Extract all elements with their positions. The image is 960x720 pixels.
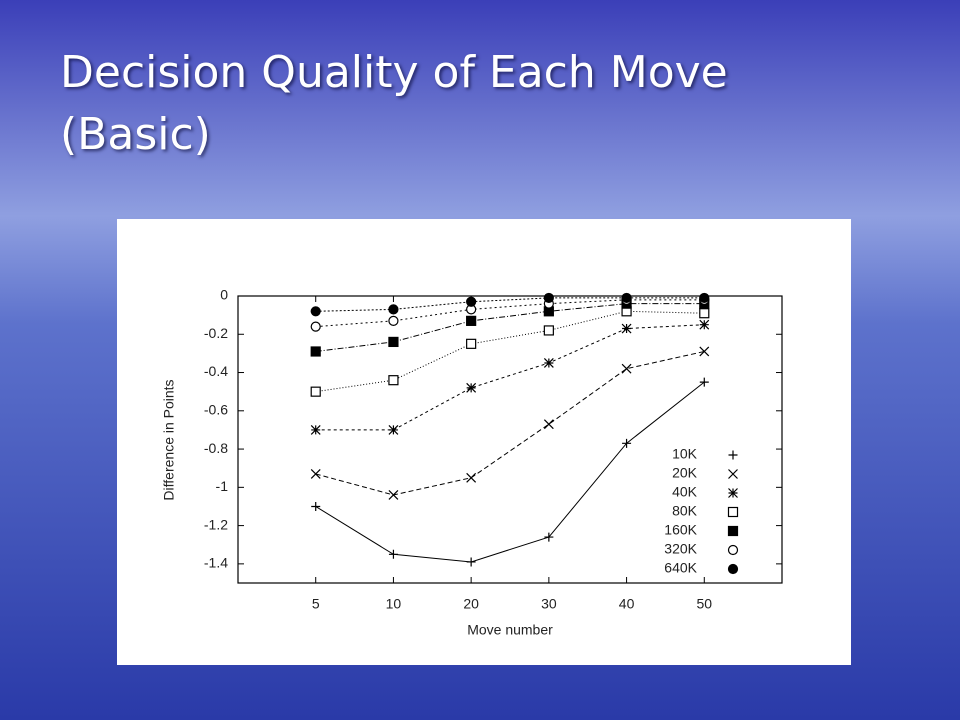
series-line [315, 324, 705, 431]
marker [466, 382, 477, 393]
x-tick-label: 10 [386, 596, 402, 612]
slide-title: Decision Quality of Each Move (Basic) [60, 47, 728, 160]
y-tick-label: -0.8 [204, 440, 228, 456]
y-tick-label: -1.4 [204, 555, 228, 571]
marker [310, 306, 321, 317]
legend-label: 10K [672, 446, 698, 462]
marker [699, 346, 710, 357]
legend-marker [727, 544, 739, 556]
marker [310, 386, 321, 397]
marker [466, 296, 477, 307]
y-tick-label: -1.2 [204, 516, 228, 532]
marker [310, 346, 321, 357]
y-tick-label: -0.4 [204, 363, 228, 379]
marker [621, 363, 632, 374]
marker [699, 308, 710, 319]
legend-marker [727, 563, 739, 575]
marker [311, 501, 321, 511]
series-line [315, 350, 705, 496]
marker [310, 425, 321, 435]
legend-label: 160K [664, 522, 697, 538]
marker [466, 338, 477, 349]
marker [699, 292, 710, 304]
legend-label: 40K [672, 484, 698, 500]
y-axis-label: Difference in Points [161, 379, 177, 500]
marker [543, 292, 554, 304]
chart-panel [117, 219, 851, 665]
legend-label: 320K [664, 541, 697, 557]
y-tick-label: -0.2 [204, 325, 228, 341]
x-tick-label: 40 [619, 596, 635, 612]
marker [699, 319, 710, 330]
x-tick-label: 30 [541, 596, 557, 612]
y-tick-label: -0.6 [204, 402, 228, 418]
y-tick-label: 0 [220, 287, 228, 303]
marker [543, 358, 554, 368]
legend-label: 640K [664, 560, 697, 576]
plot-frame [237, 295, 783, 584]
marker [388, 490, 399, 500]
series-line [315, 297, 705, 312]
marker [388, 315, 399, 326]
marker [622, 438, 632, 448]
series-line [315, 381, 705, 563]
marker [699, 377, 709, 387]
marker [388, 304, 399, 315]
marker [388, 375, 399, 386]
marker [543, 419, 554, 430]
marker [621, 292, 632, 304]
marker [388, 425, 399, 435]
marker [466, 315, 477, 326]
legend-marker [728, 488, 738, 498]
legend-marker [728, 469, 738, 479]
x-tick-label: 20 [463, 596, 479, 612]
marker [466, 557, 476, 567]
marker [388, 549, 398, 559]
marker [310, 469, 321, 479]
legend-marker [727, 506, 739, 518]
marker [621, 323, 632, 334]
marker [543, 325, 554, 336]
marker [466, 472, 477, 483]
legend-marker [727, 525, 739, 537]
marker [544, 532, 554, 542]
x-axis-label: Move number [467, 622, 553, 638]
x-tick-label: 5 [312, 596, 320, 612]
series-line [315, 299, 705, 328]
legend-label: 20K [672, 465, 698, 481]
series-line [315, 310, 705, 393]
marker [310, 321, 321, 332]
marker [388, 336, 399, 348]
x-tick-label: 50 [696, 596, 712, 612]
legend-label: 80K [672, 503, 698, 519]
y-tick-label: -1 [216, 478, 229, 494]
legend-marker [728, 450, 738, 460]
